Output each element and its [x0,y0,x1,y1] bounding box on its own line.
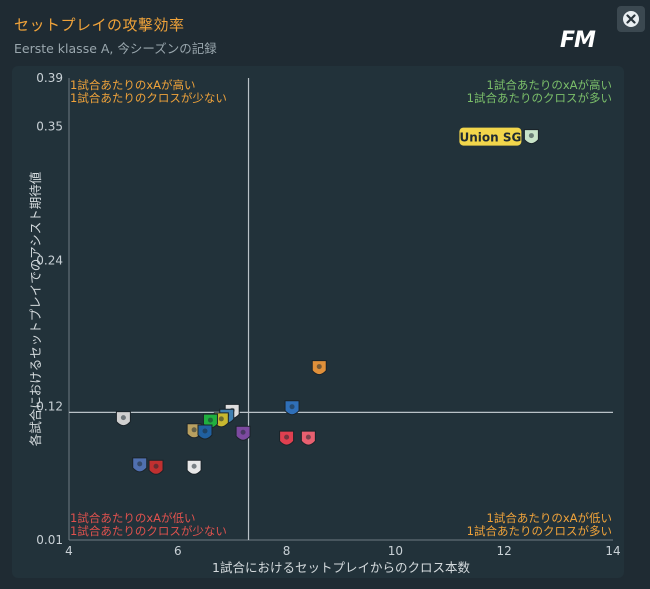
data-point-crest-detail [207,417,213,423]
x-tick-label: 4 [65,544,73,558]
quadrant-label-top-right: 1試合あたりのxAが高い [487,78,613,92]
data-point-crest-detail [316,364,322,370]
close-button[interactable] [617,6,645,32]
quadrant-label-bottom-left: 1試合あたりのxAが低い [70,511,196,525]
data-point-crest-detail [218,416,224,422]
quadrant-label-bottom-right: 1試合あたりのxAが低い [487,511,613,525]
quadrant-label-top-left: 1試合あたりのクロスが少ない [70,91,227,105]
data-point-crest-detail [137,461,143,467]
quadrant-label-top-right: 1試合あたりのクロスが多い [467,91,612,105]
chart-title: セットプレイの攻撃効率 [14,16,185,34]
data-point-crest-detail [284,434,290,440]
y-tick-label: 0.35 [36,120,63,134]
y-tick-label: 0.12 [36,399,63,413]
x-tick-label: 12 [497,544,512,558]
chart-subtitle: Eerste klasse A, 今シーズンの記録 [14,41,217,56]
fm-logo: FM [560,28,596,53]
data-point-crest-detail [191,427,197,433]
highlight-label-text: Union SG [459,131,521,145]
data-point-crest-detail [153,463,159,469]
x-tick-label: 10 [388,544,403,558]
data-point-crest-detail [120,415,126,421]
highlight-label-badge [459,127,522,146]
x-tick-label: 8 [283,544,291,558]
y-tick-label: 0.39 [36,71,63,85]
x-tick-label: 14 [605,544,620,558]
y-axis-title: 各試合におけるセットプレイでのアシスト期待値 [28,172,43,447]
y-tick-label: 0.01 [36,533,63,547]
y-tick-label: 0.24 [36,253,63,267]
quadrant-label-bottom-left: 1試合あたりのクロスが少ない [70,524,227,538]
quadrant-label-top-left: 1試合あたりのxAが高い [70,78,196,92]
data-point-crest-detail [191,463,197,469]
data-point-crest-detail [289,404,295,410]
data-point-crest-detail [240,429,246,435]
data-point-crest-detail [202,428,208,434]
data-point-crest-detail [528,133,534,139]
close-icon [623,11,639,27]
plot-background [12,66,624,578]
quadrant-label-bottom-right: 1試合あたりのクロスが多い [467,524,612,538]
x-tick-label: 6 [174,544,182,558]
data-point-crest-detail [305,434,311,440]
x-axis-title: 1試合におけるセットプレイからのクロス本数 [212,560,470,575]
